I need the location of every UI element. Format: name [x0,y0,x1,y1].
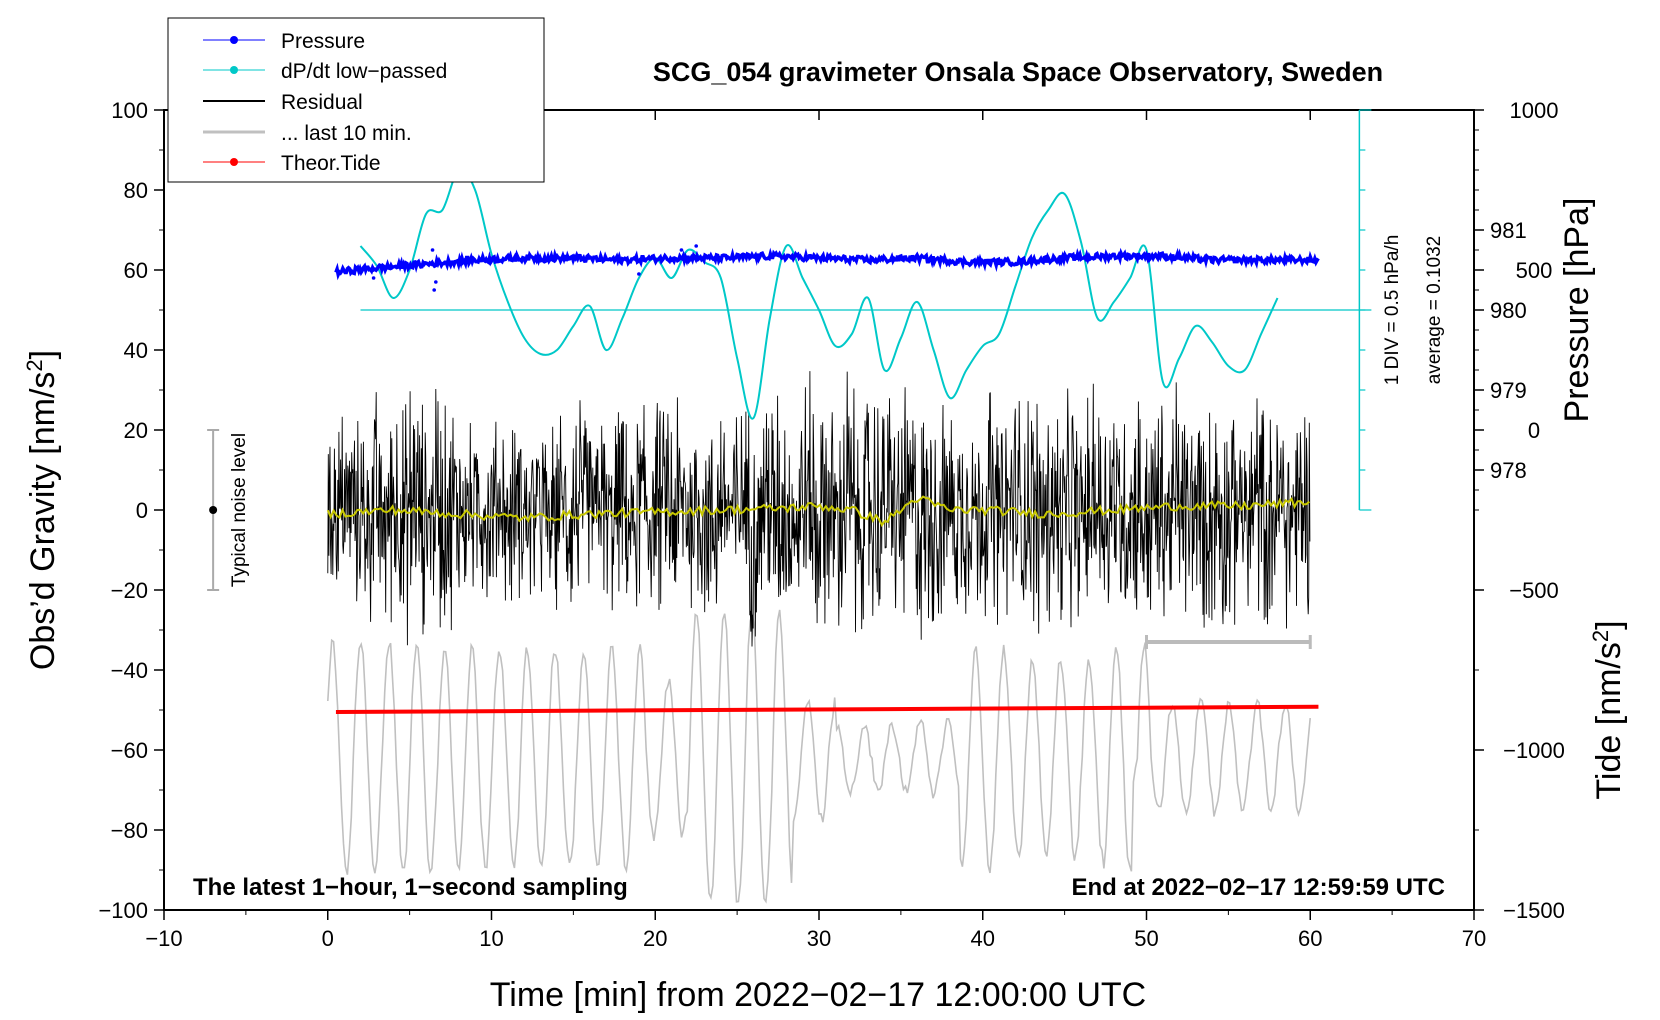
tide-tick-label: 500 [1516,258,1553,283]
tide-axis-label: Tide [nm/s2] [1588,620,1628,799]
noise-level-label: Typical noise level [229,433,250,587]
tide-tick-label: 1000 [1510,98,1559,123]
tide-axis-label-sup: 2 [1588,630,1613,642]
legend-dot-pressure [230,36,238,44]
tide-tick-label: −500 [1509,578,1559,603]
pressure-outlier-point [694,244,698,248]
y-tick-label: −80 [111,818,148,843]
legend-label-residual: Residual [281,91,363,114]
x-tick-label: 60 [1298,926,1322,951]
y-tick-label: 0 [136,498,148,523]
x-tick-label: 70 [1462,926,1486,951]
pressure-tick-label: 979 [1490,378,1527,403]
y-axis-label-left-text: Obs’d Gravity [nm/s [24,372,62,671]
legend-dot-dpdt [230,66,238,74]
pressure-outlier-point [679,248,684,252]
tide-tick-label: −1500 [1503,898,1565,923]
y-tick-label: 40 [124,338,148,363]
legend-label-dpdt: dP/dt low−passed [281,60,447,83]
average-label: average = 0.1032 [1424,236,1445,384]
pressure-series [334,247,1320,281]
smoothed-residual-series [326,495,1310,528]
pressure-outlier-point [371,276,376,280]
tide-tick-label: 0 [1528,418,1540,443]
noise-level-center-dot [209,506,218,514]
y-tick-label: −40 [111,658,148,683]
end-time-note: End at 2022−02−17 12:59:59 UTC [1071,874,1445,901]
div-scale-label: 1 DIV = 0.5 hPa/h [1382,235,1403,386]
x-tick-label: 30 [807,926,831,951]
tide-tick-label: −1000 [1503,738,1565,763]
tide-axis-label-close: ] [1590,620,1628,629]
legend-label-tide: Theor.Tide [281,152,381,175]
x-axis-label: Time [min] from 2022−02−17 12:00:00 UTC [490,976,1146,1014]
sampling-note: The latest 1−hour, 1−second sampling [193,874,628,901]
tide-axis-label-text: Tide [nm/s [1590,642,1628,799]
x-tick-label: 0 [322,926,334,951]
x-tick-label: 20 [643,926,667,951]
y-tick-label: −100 [98,898,148,923]
pressure-outlier-point [432,288,436,292]
y-tick-label: −20 [111,578,148,603]
pressure-outlier-point [637,272,641,276]
legend-label-pressure: Pressure [281,30,365,53]
pressure-tick-label: 980 [1490,298,1527,323]
y-axis-label-left-close: ] [24,350,62,359]
pressure-outlier-point [434,280,438,284]
y-tick-label: 60 [124,258,148,283]
legend-dot-tide [230,158,238,166]
residual-series [327,371,1311,647]
legend-label-last10: ... last 10 min. [281,122,412,145]
chart-title: SCG_054 gravimeter Onsala Space Observat… [653,57,1383,87]
x-tick-label: 10 [479,926,503,951]
y-tick-label: 20 [124,418,148,443]
legend: Pressure dP/dt low−passed Residual ... l… [167,17,545,183]
x-tick-label: 50 [1134,926,1158,951]
y-axis-label-left-sup: 2 [22,359,47,371]
pressure-outlier-point [430,248,435,252]
dpdt-series [359,168,1279,420]
pressure-tick-label: 981 [1490,218,1527,243]
pressure-tick-label: 978 [1490,458,1527,483]
x-tick-label: −10 [145,926,182,951]
y-tick-label: 80 [124,178,148,203]
y-tick-label: −60 [111,738,148,763]
theoretical-tide-series [335,704,1319,714]
y-axis-label-left: Obs’d Gravity [nm/s2] [22,350,62,670]
last-10-min-series [327,609,1311,904]
pressure-axis-label: Pressure [hPa] [1558,198,1596,423]
x-tick-label: 40 [971,926,995,951]
y-tick-label: 100 [111,98,148,123]
